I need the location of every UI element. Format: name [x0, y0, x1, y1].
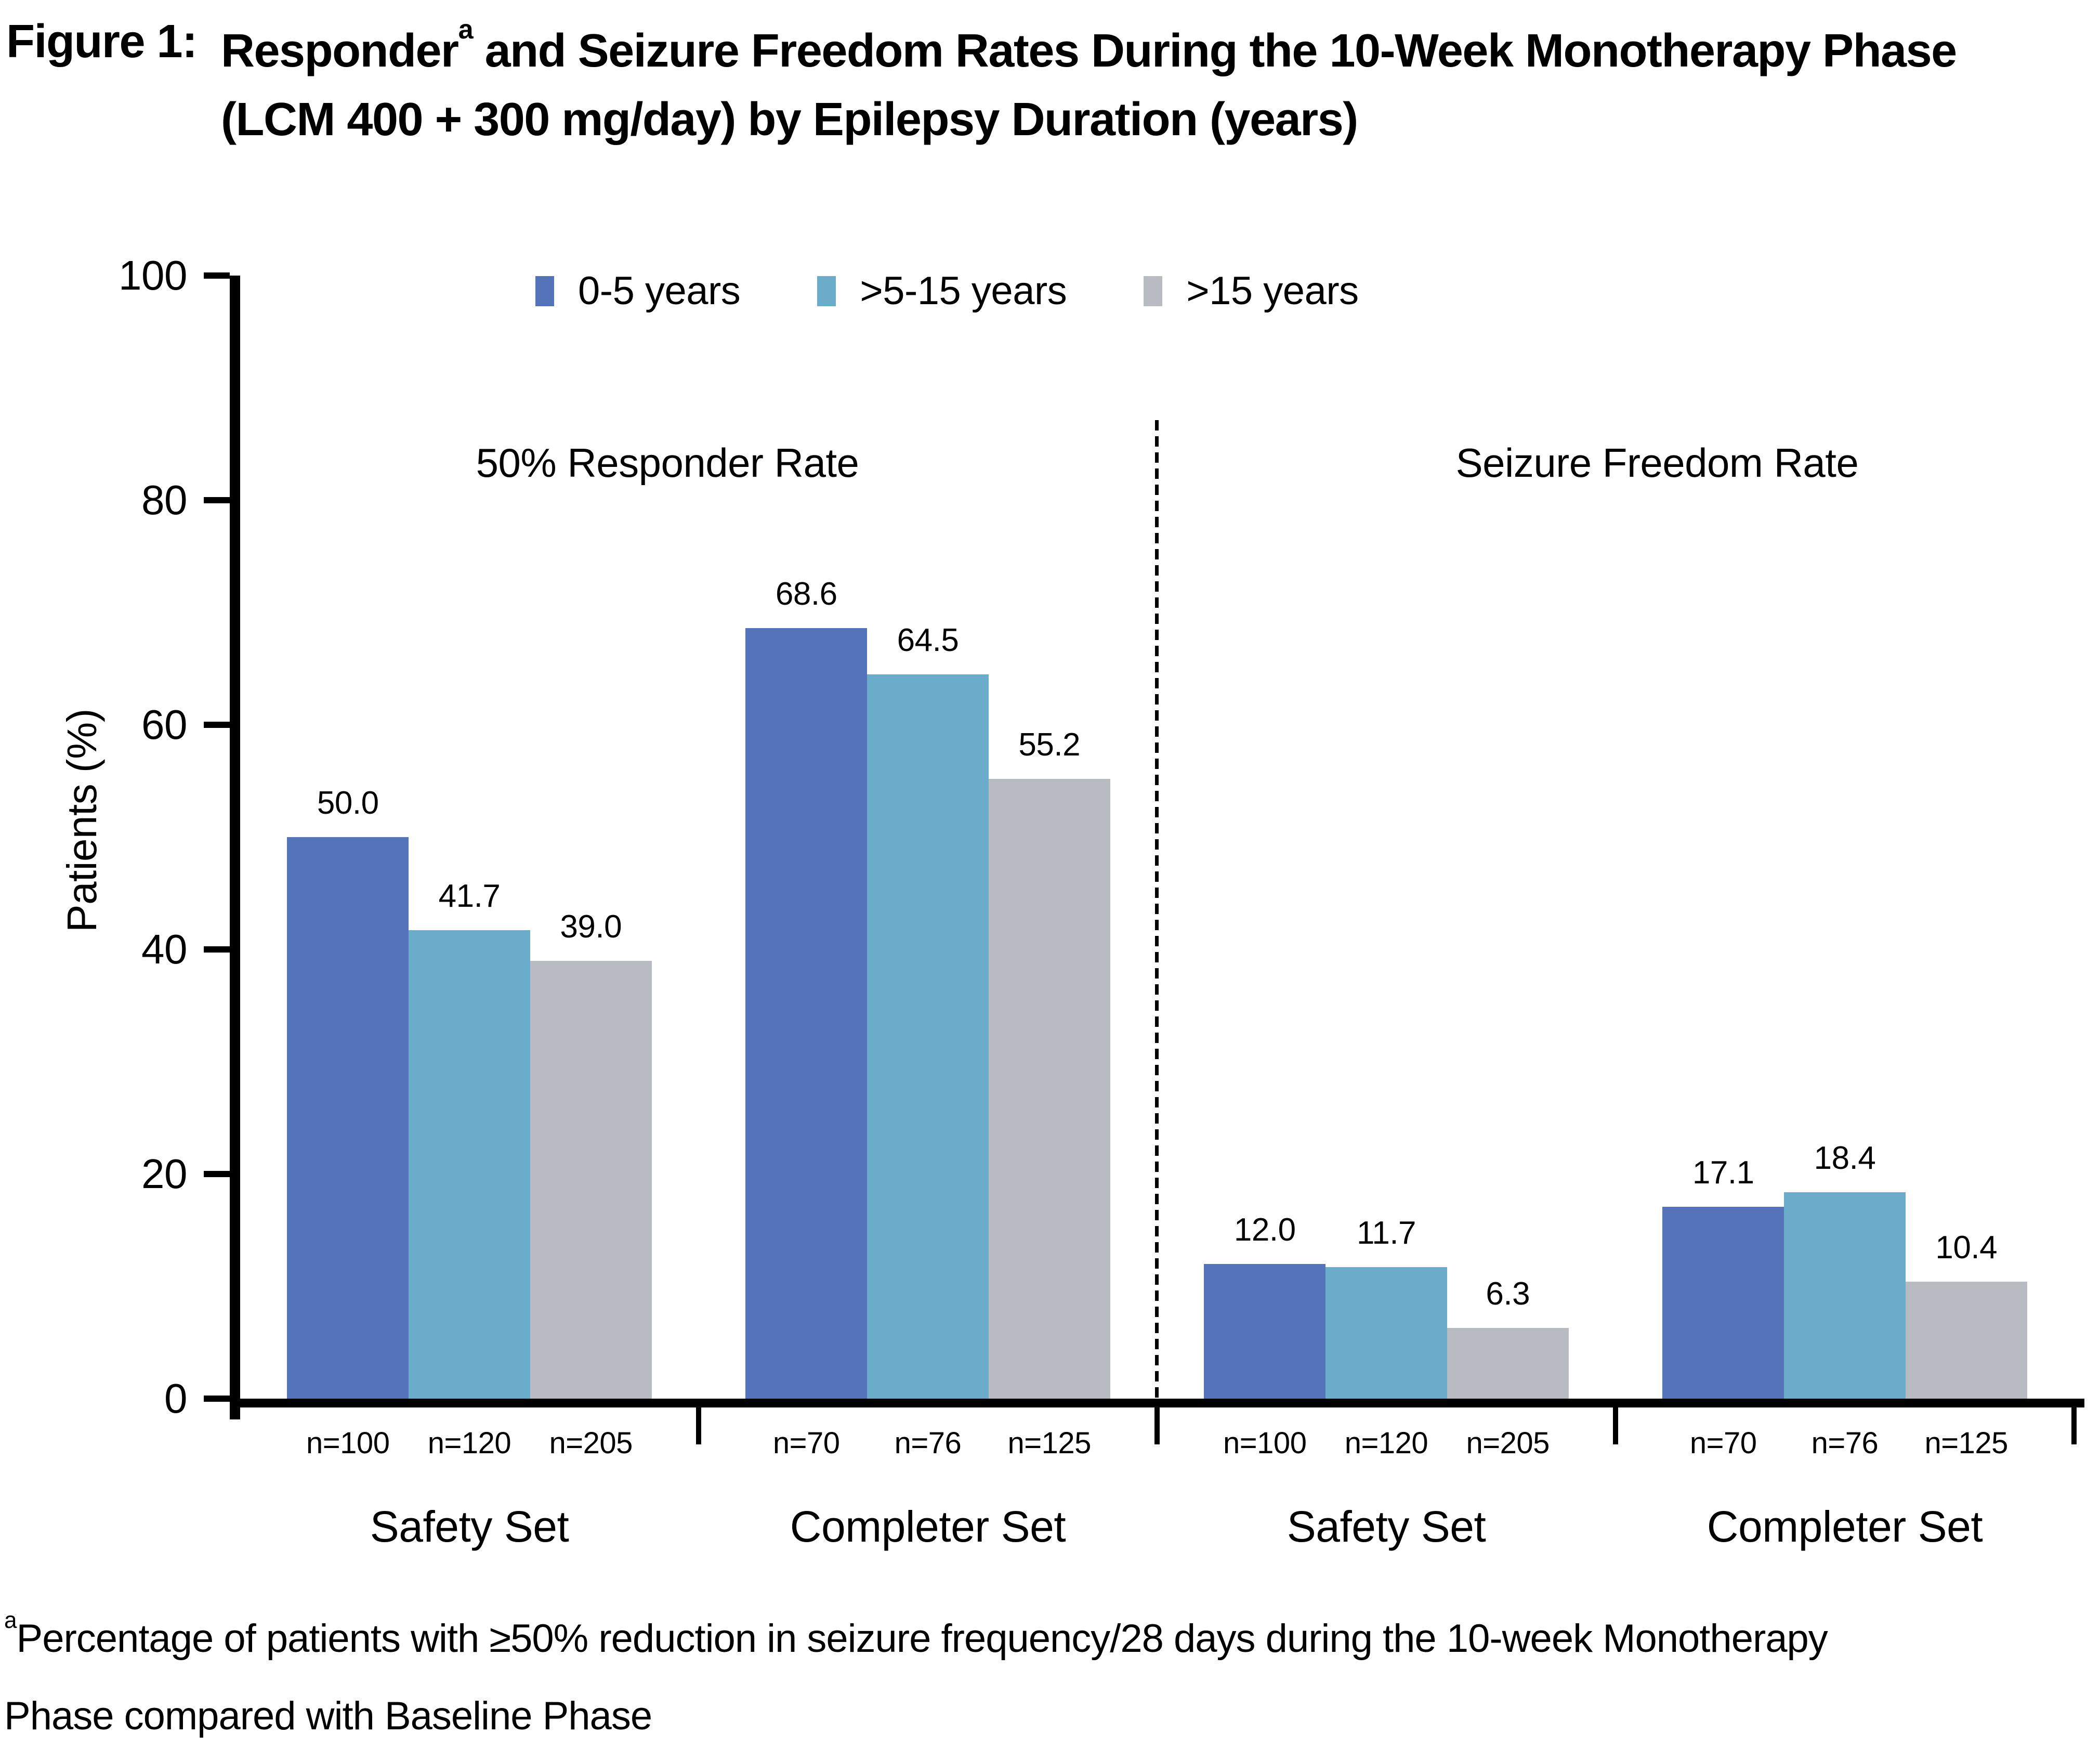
bar-value-label: 10.4: [1935, 1230, 1998, 1266]
legend-swatch: [535, 276, 554, 306]
bar-value-label: 68.6: [775, 576, 837, 612]
y-tick: [204, 722, 230, 728]
n-label-row: n=100 n=120 n=205: [1204, 1426, 1568, 1461]
y-tick-label: 20: [141, 1151, 187, 1197]
n-label: n=125: [1924, 1426, 2009, 1460]
n-label: n=70: [1689, 1426, 1757, 1460]
y-tick-label: 40: [141, 926, 187, 972]
legend-label: >15 years: [1186, 269, 1359, 313]
bar: 50.0: [287, 785, 409, 1399]
figure-title-line1: Respondera and Seizure Freedom Rates Dur…: [221, 14, 1957, 77]
n-label: n=100: [1223, 1426, 1307, 1460]
x-axis-tick: [1613, 1400, 1618, 1444]
bar: 17.1: [1662, 1155, 1784, 1399]
bar-value-label: 41.7: [438, 878, 501, 915]
footnote: aPercentage of patients with ≥50% reduct…: [4, 1607, 1828, 1747]
bar-cluster: 12.0 11.7 6.3: [1204, 276, 1569, 1399]
n-label: n=70: [772, 1426, 840, 1460]
bar: 18.4: [1784, 1140, 1906, 1399]
legend: 0-5 years >5-15 years >15 years: [535, 268, 1359, 314]
y-tick-label: 60: [141, 701, 187, 748]
bar: 10.4: [1905, 1230, 2027, 1399]
bar-value-label: 18.4: [1814, 1140, 1876, 1176]
x-axis-tick: [696, 1400, 701, 1444]
bar: 39.0: [530, 909, 652, 1399]
bar: 11.7: [1325, 1215, 1447, 1399]
bar-value-label: 6.3: [1486, 1275, 1530, 1312]
bar-value-label: 55.2: [1018, 726, 1081, 763]
bar-groups: 50.0 41.7 39.0 n=100 n=120 n=205 Safety Set 68.…: [240, 276, 2074, 1551]
category-label: Completer Set: [790, 1502, 1066, 1551]
footnote-line2: Phase compared with Baseline Phase: [4, 1694, 652, 1738]
bar-value-label: 64.5: [897, 622, 959, 658]
bar-value-label: 50.0: [317, 785, 379, 821]
legend-item: >5-15 years: [817, 268, 1067, 314]
category-label: Safety Set: [370, 1502, 569, 1551]
bar-group: 17.1 18.4 10.4 n=70 n=76 n=125 Completer Set: [1616, 276, 2074, 1551]
figure-title-text: Respondera and Seizure Freedom Rates Dur…: [221, 7, 1957, 154]
n-label-row: n=70 n=76 n=125: [1662, 1426, 2027, 1461]
figure-title: Figure 1: Respondera and Seizure Freedom…: [6, 7, 1957, 154]
bar-value-label: 39.0: [560, 908, 622, 945]
n-label: n=125: [1007, 1426, 1092, 1460]
n-label: n=76: [894, 1426, 962, 1460]
y-axis-line: [230, 276, 240, 1419]
x-axis-tick: [1154, 1400, 1160, 1444]
section-divider-dashed-line: [1155, 420, 1159, 1399]
bar: 6.3: [1447, 1276, 1569, 1399]
bar-cluster: 17.1 18.4 10.4: [1662, 276, 2027, 1399]
y-tick-label: 80: [141, 477, 187, 523]
n-label: n=205: [1466, 1426, 1550, 1460]
n-label: n=120: [1344, 1426, 1428, 1460]
legend-label: >5-15 years: [860, 269, 1067, 313]
bar-value-label: 12.0: [1233, 1211, 1296, 1248]
bar: 41.7: [409, 878, 530, 1399]
y-tick: [204, 1171, 230, 1177]
bar-cluster: 50.0 41.7 39.0: [287, 276, 652, 1399]
n-label: n=76: [1811, 1426, 1879, 1460]
y-tick-label: 100: [119, 252, 187, 298]
y-tick: [204, 272, 230, 279]
bar: 68.6: [745, 576, 868, 1399]
category-label: Completer Set: [1707, 1502, 1983, 1551]
section-label: 50% Responder Rate: [476, 440, 859, 486]
n-label: n=120: [427, 1426, 511, 1460]
y-tick: [204, 497, 230, 503]
figure-number: Figure 1:: [6, 16, 198, 68]
n-label-row: n=70 n=76 n=125: [745, 1426, 1110, 1461]
bar: 12.0: [1204, 1212, 1326, 1399]
bar-cluster: 68.6 64.5 55.2: [745, 276, 1110, 1399]
footnote-line1: aPercentage of patients with ≥50% reduct…: [4, 1607, 1828, 1661]
legend-label: 0-5 years: [578, 269, 741, 313]
y-tick: [204, 1396, 230, 1402]
n-label: n=100: [306, 1426, 390, 1460]
section-label: Seizure Freedom Rate: [1455, 440, 1859, 486]
bar-group: 12.0 11.7 6.3 n=100 n=120 n=205 Safety Set: [1157, 276, 1616, 1551]
title-superscript-a: a: [458, 14, 474, 45]
bar-group: 68.6 64.5 55.2 n=70 n=76 n=125 Completer Set: [699, 276, 1157, 1551]
n-label: n=205: [549, 1426, 633, 1460]
legend-swatch: [817, 276, 836, 306]
footnote-superscript-a: a: [4, 1607, 17, 1633]
bar-group: 50.0 41.7 39.0 n=100 n=120 n=205 Safety Set: [240, 276, 699, 1551]
bar: 55.2: [988, 727, 1110, 1399]
figure-title-line2: (LCM 400 + 300 mg/day) by Epilepsy Durat…: [221, 94, 1358, 146]
plot-area: 50% Responder Rate Seizure Freedom Rate 5…: [119, 253, 2084, 1551]
n-label-row: n=100 n=120 n=205: [287, 1426, 651, 1461]
bar: 64.5: [867, 622, 989, 1399]
legend-item: 0-5 years: [535, 268, 741, 314]
x-axis-tick: [2071, 1400, 2077, 1444]
category-label: Safety Set: [1287, 1502, 1486, 1551]
bar-value-label: 17.1: [1692, 1154, 1754, 1191]
y-tick: [204, 946, 230, 953]
y-tick-label: 0: [164, 1375, 188, 1422]
bar-value-label: 11.7: [1356, 1215, 1416, 1251]
legend-item: >15 years: [1144, 268, 1359, 314]
legend-swatch: [1144, 276, 1163, 306]
